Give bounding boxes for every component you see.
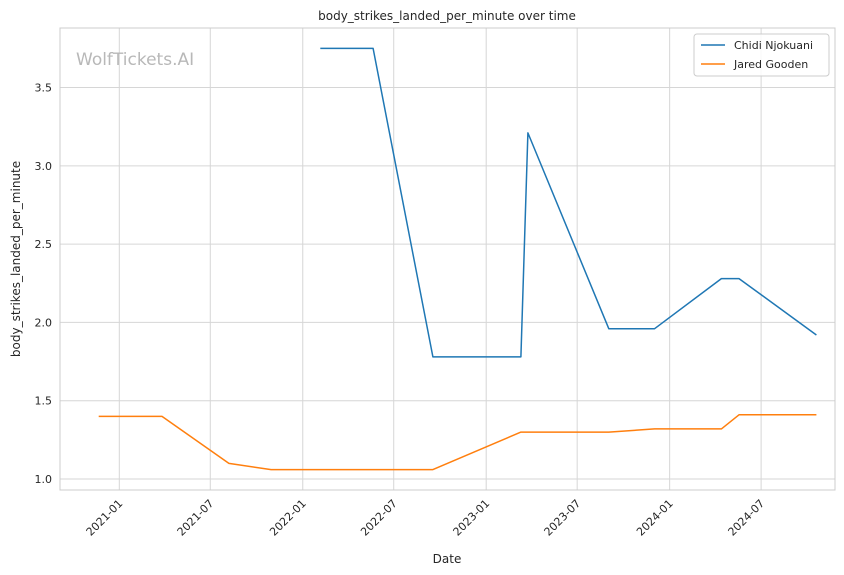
- legend-box: [693, 33, 830, 77]
- x-tick-label: 2023-01: [451, 497, 493, 539]
- series-line-jared-gooden: [98, 414, 817, 471]
- chart-title: body_strikes_landed_per_minute over time: [318, 9, 576, 23]
- x-tick-label: 2022-07: [358, 497, 400, 539]
- y-tick-label: 1.5: [35, 395, 53, 408]
- data-point-chidi-njokuani: [607, 327, 611, 331]
- data-point-jared-gooden: [97, 414, 101, 418]
- data-point-chidi-njokuani: [519, 355, 523, 359]
- data-point-jared-gooden: [160, 414, 164, 418]
- legend: Chidi Njokuani Jared Gooden: [693, 33, 830, 77]
- series-lines: [97, 46, 818, 472]
- data-point-jared-gooden: [737, 413, 741, 417]
- data-point-chidi-njokuani: [318, 46, 322, 50]
- data-point-jared-gooden: [719, 427, 723, 431]
- x-tick-label: 2021-01: [84, 497, 126, 539]
- y-tick-label: 2.5: [35, 238, 53, 251]
- y-tick-label: 3.5: [35, 82, 53, 95]
- legend-label-chidi-njokuani: Chidi Njokuani: [734, 39, 813, 52]
- series-line-chidi-njokuani: [320, 47, 817, 358]
- x-tick-label: 2021-07: [175, 497, 217, 539]
- y-axis-label: body_strikes_landed_per_minute: [9, 161, 23, 357]
- data-point-chidi-njokuani: [719, 277, 723, 281]
- x-axis-ticks: 2021-01 2021-07 2022-01 2022-07 2023-01 2023-…: [84, 497, 768, 539]
- y-tick-label: 1.0: [35, 473, 53, 486]
- grid-lines: [60, 28, 835, 490]
- y-tick-label: 2.0: [35, 316, 53, 329]
- data-point-jared-gooden: [519, 430, 523, 434]
- data-point-chidi-njokuani: [526, 131, 530, 135]
- x-axis-label: Date: [433, 552, 462, 566]
- data-point-jared-gooden: [814, 413, 818, 417]
- watermark-text: WolfTickets.AI: [76, 50, 194, 70]
- data-point-chidi-njokuani: [737, 277, 741, 281]
- data-point-jared-gooden: [653, 427, 657, 431]
- data-point-chidi-njokuani: [371, 46, 375, 50]
- data-point-chidi-njokuani: [431, 355, 435, 359]
- data-point-chidi-njokuani: [814, 333, 818, 337]
- data-point-jared-gooden: [227, 461, 231, 465]
- x-tick-label: 2023-07: [542, 497, 584, 539]
- legend-label-jared-gooden: Jared Gooden: [733, 58, 808, 71]
- data-point-chidi-njokuani: [653, 327, 657, 331]
- y-axis-ticks: 1.0 1.5 2.0 2.5 3.0 3.5: [35, 82, 53, 487]
- data-point-jared-gooden: [269, 468, 273, 472]
- x-tick-label: 2022-01: [267, 497, 309, 539]
- x-tick-label: 2024-01: [634, 497, 676, 539]
- x-tick-label: 2024-07: [726, 497, 768, 539]
- y-tick-label: 3.0: [35, 160, 53, 173]
- plot-area-frame: [59, 27, 836, 491]
- data-point-jared-gooden: [607, 430, 611, 434]
- data-point-jared-gooden: [431, 468, 435, 472]
